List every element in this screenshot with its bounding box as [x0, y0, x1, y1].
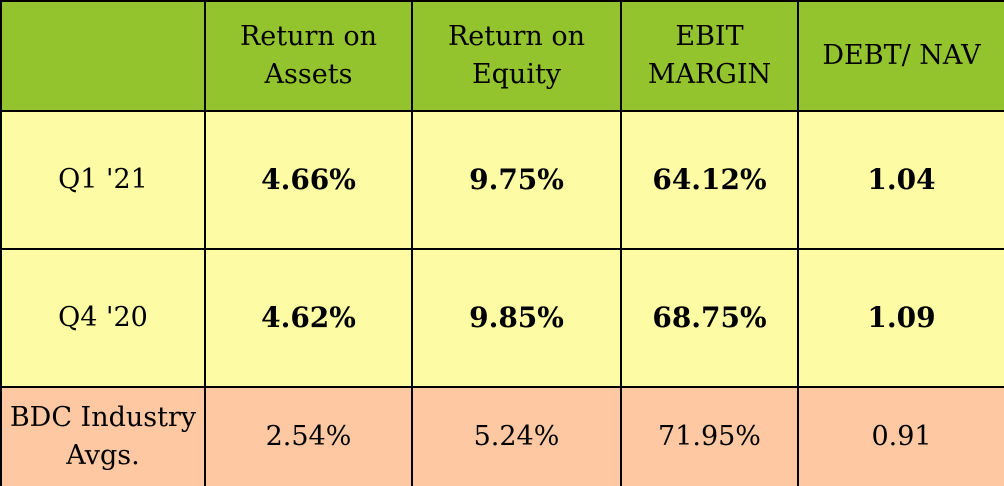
row-label: BDC Industry Avgs.: [0, 386, 206, 486]
table-row-q4-20: Q4 '20 4.62% 9.85% 68.75% 1.09: [0, 248, 1004, 388]
header-cell-return-on-assets: Return on Assets: [204, 0, 413, 112]
cell-return-on-assets: 2.54%: [204, 386, 413, 486]
header-row: Return on Assets Return on Equity EBIT M…: [0, 0, 1004, 112]
header-cell-debt-nav: DEBT/ NAV: [797, 0, 1004, 112]
table-row-bdc-industry-avgs: BDC Industry Avgs. 2.54% 5.24% 71.95% 0.…: [0, 386, 1004, 486]
header-cell-corner: [0, 0, 206, 112]
cell-debt-nav: 0.91: [797, 386, 1004, 486]
header-cell-ebit-margin: EBIT MARGIN: [620, 0, 799, 112]
cell-return-on-assets: 4.62%: [204, 248, 413, 388]
cell-ebit-margin: 64.12%: [620, 110, 799, 250]
cell-ebit-margin: 71.95%: [620, 386, 799, 486]
header-line: Return on: [447, 21, 586, 52]
header-line: Equity: [471, 59, 562, 90]
header-line: EBIT: [675, 21, 744, 52]
row-label: Q4 '20: [0, 248, 206, 388]
cell-debt-nav: 1.04: [797, 110, 1004, 250]
header-line: Return on: [239, 21, 378, 52]
row-label-line: Avgs.: [66, 440, 140, 471]
cell-return-on-equity: 9.85%: [411, 248, 622, 388]
row-label: Q1 '21: [0, 110, 206, 250]
header-cell-return-on-equity: Return on Equity: [411, 0, 622, 112]
cell-debt-nav: 1.09: [797, 248, 1004, 388]
cell-return-on-equity: 9.75%: [411, 110, 622, 250]
header-line: MARGIN: [647, 59, 772, 90]
header-line: DEBT/ NAV: [822, 40, 981, 71]
cell-return-on-assets: 4.66%: [204, 110, 413, 250]
cell-ebit-margin: 68.75%: [620, 248, 799, 388]
table-row-q1-21: Q1 '21 4.66% 9.75% 64.12% 1.04: [0, 110, 1004, 250]
cell-return-on-equity: 5.24%: [411, 386, 622, 486]
row-label-line: BDC Industry: [9, 402, 197, 433]
header-line: Assets: [264, 59, 353, 90]
